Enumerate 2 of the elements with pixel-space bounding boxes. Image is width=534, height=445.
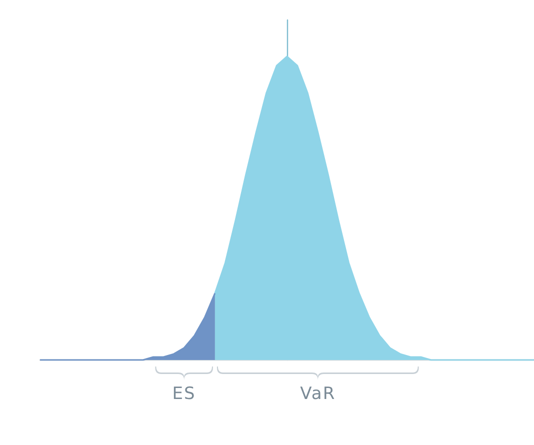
- text: VaR: [300, 384, 336, 404]
- text: ES: [172, 384, 196, 404]
